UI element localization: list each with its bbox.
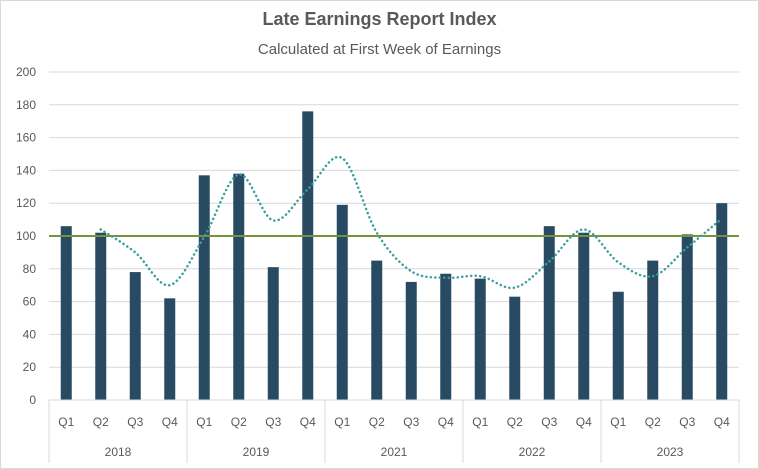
y-tick-label: 120 bbox=[16, 196, 36, 210]
y-tick-label: 140 bbox=[16, 163, 36, 177]
bar bbox=[716, 203, 728, 400]
x-tick-label: Q2 bbox=[507, 415, 523, 429]
x-tick-label: Q2 bbox=[645, 415, 661, 429]
bar bbox=[543, 226, 555, 400]
x-group-label: 2018 bbox=[105, 445, 132, 459]
bar bbox=[578, 232, 590, 400]
bar bbox=[302, 111, 314, 401]
x-tick-label: Q4 bbox=[438, 415, 454, 429]
x-tick-label: Q1 bbox=[610, 415, 626, 429]
x-group-label: 2021 bbox=[381, 445, 408, 459]
chart-title: Late Earnings Report Index bbox=[262, 9, 497, 29]
moving-average-trendline bbox=[99, 155, 723, 290]
x-group-label: 2023 bbox=[657, 445, 684, 459]
bar bbox=[509, 296, 521, 400]
y-tick-label: 180 bbox=[16, 98, 36, 112]
bar bbox=[198, 175, 210, 400]
x-tick-label: Q1 bbox=[196, 415, 212, 429]
x-tick-label: Q1 bbox=[58, 415, 74, 429]
x-tick-label: Q1 bbox=[472, 415, 488, 429]
bar bbox=[647, 260, 659, 400]
bar bbox=[164, 298, 176, 400]
bar bbox=[336, 204, 348, 400]
x-group-label: 2022 bbox=[519, 445, 546, 459]
x-tick-label: Q1 bbox=[334, 415, 350, 429]
x-tick-label: Q2 bbox=[93, 415, 109, 429]
y-tick-label: 200 bbox=[16, 65, 36, 79]
x-tick-label: Q2 bbox=[369, 415, 385, 429]
y-tick-label: 20 bbox=[23, 360, 37, 374]
x-tick-label: Q4 bbox=[162, 415, 178, 429]
bar bbox=[60, 226, 72, 400]
y-tick-label: 0 bbox=[29, 393, 36, 407]
bar bbox=[267, 267, 279, 400]
y-tick-label: 160 bbox=[16, 131, 36, 145]
y-tick-label: 40 bbox=[23, 327, 37, 341]
bar bbox=[681, 234, 693, 400]
x-tick-label: Q4 bbox=[300, 415, 316, 429]
x-tick-label: Q3 bbox=[127, 415, 143, 429]
bar bbox=[405, 281, 417, 400]
bar bbox=[129, 272, 141, 400]
x-tick-label: Q3 bbox=[679, 415, 695, 429]
y-tick-label: 60 bbox=[23, 295, 37, 309]
x-tick-label: Q3 bbox=[265, 415, 281, 429]
y-tick-label: 80 bbox=[23, 262, 37, 276]
bar bbox=[95, 232, 107, 400]
bar bbox=[440, 273, 452, 400]
y-tick-label: 100 bbox=[16, 229, 36, 243]
x-tick-label: Q3 bbox=[541, 415, 557, 429]
chart-subtitle: Calculated at First Week of Earnings bbox=[257, 41, 502, 58]
bar bbox=[233, 173, 245, 400]
bar bbox=[612, 291, 624, 400]
bar bbox=[474, 278, 486, 400]
bar bbox=[371, 260, 383, 400]
x-tick-label: Q2 bbox=[231, 415, 247, 429]
x-tick-label: Q4 bbox=[576, 415, 592, 429]
x-group-label: 2019 bbox=[243, 445, 270, 459]
x-tick-label: Q4 bbox=[714, 415, 730, 429]
x-tick-label: Q3 bbox=[403, 415, 419, 429]
